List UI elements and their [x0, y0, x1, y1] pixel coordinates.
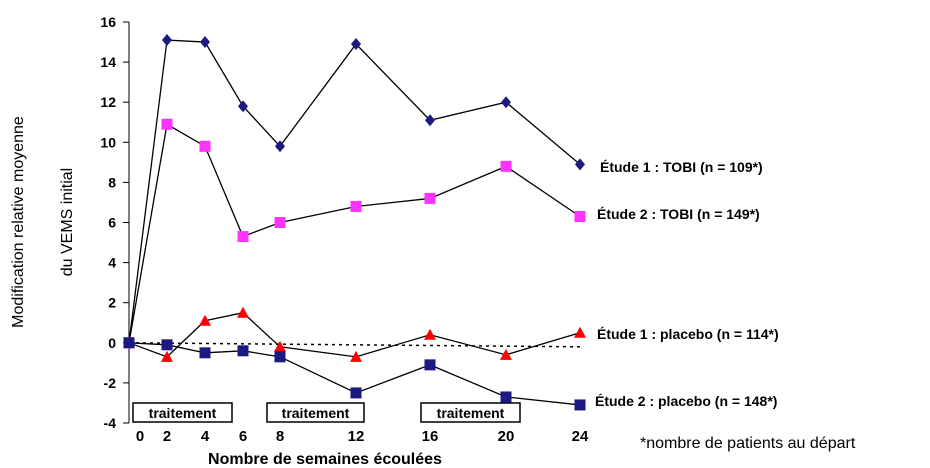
- data-point: [200, 36, 210, 49]
- y-tick-label: 12: [100, 94, 116, 110]
- treatment-box-label: traitement: [149, 405, 217, 421]
- data-point: [424, 328, 436, 340]
- series-labels: Étude 1 : TOBI (n = 109*) Étude 2 : TOBI …: [595, 159, 779, 409]
- data-point: [275, 140, 285, 153]
- y-tick-label: -4: [104, 415, 117, 431]
- y-axis-title: Modification relative moyenne du VEMS in…: [10, 116, 76, 328]
- x-tick-label: 12: [348, 428, 365, 445]
- data-point: [351, 38, 361, 51]
- data-point: [161, 350, 173, 362]
- data-point: [350, 200, 362, 212]
- series-label-2: Étude 2 : TOBI (n = 149*): [597, 206, 760, 222]
- data-point: [161, 339, 173, 351]
- x-tick-label: 0: [136, 428, 144, 445]
- data-point: [237, 345, 249, 357]
- treatment-box-label: traitement: [437, 405, 505, 421]
- y-axis-title-line-2: du VEMS initial: [59, 168, 76, 277]
- y-axis-title-line-1: Modification relative moyenne: [10, 116, 27, 328]
- data-point: [199, 347, 211, 359]
- data-point: [424, 359, 436, 371]
- data-point: [161, 118, 173, 130]
- x-axis: 0 2 4 6 8 12 16 20 24: [136, 428, 589, 445]
- y-tick-label: 16: [100, 14, 116, 30]
- treatment-box-frame: [420, 402, 521, 423]
- data-point: [237, 231, 249, 243]
- data-point: [575, 158, 585, 171]
- y-tick-label: 6: [108, 215, 116, 231]
- data-point: [162, 34, 172, 47]
- series-label-4: Étude 2 : placebo (n = 148*): [595, 393, 777, 409]
- treatment-box-frame: [266, 402, 365, 423]
- data-point: [574, 326, 586, 338]
- data-point: [350, 387, 362, 399]
- y-axis: -4 -2 0 2 4 6 8 10 12 14 16: [100, 14, 130, 431]
- x-tick-label: 20: [498, 428, 515, 445]
- data-point: [574, 210, 586, 222]
- data-point: [238, 100, 248, 113]
- data-point: [500, 348, 512, 360]
- data-point: [274, 340, 286, 352]
- reference-line: [128, 342, 581, 348]
- data-point: [274, 351, 286, 363]
- treatment-box: traitement: [420, 402, 521, 423]
- dotted-zero-line: [128, 342, 581, 348]
- series-group: [123, 34, 586, 411]
- y-tick-label: 8: [108, 174, 116, 190]
- x-axis-title: Nombre de semaines écoulées: [208, 451, 442, 468]
- treatment-box-frame: [132, 402, 233, 423]
- series-1: [124, 34, 585, 349]
- series-line: [128, 312, 581, 358]
- treatment-box: traitement: [132, 402, 233, 423]
- y-tick-label: 0: [108, 335, 116, 351]
- series-4: [123, 337, 586, 411]
- y-tick-label: 4: [108, 255, 116, 271]
- x-tick-label: 2: [163, 428, 171, 445]
- footnote: *nombre de patients au départ: [640, 435, 856, 452]
- data-point: [237, 306, 249, 318]
- x-tick-label: 16: [422, 428, 439, 445]
- series-line: [128, 39, 581, 343]
- x-tick-label: 6: [239, 428, 247, 445]
- y-tick-label: 2: [108, 295, 116, 311]
- x-tick-label: 24: [572, 428, 589, 445]
- data-point: [199, 140, 211, 152]
- series-label-3: Étude 1 : placebo (n = 114*): [597, 326, 779, 342]
- data-point: [501, 96, 511, 109]
- data-point: [425, 114, 435, 127]
- data-point: [123, 337, 135, 349]
- series-2: [123, 118, 586, 349]
- data-point: [424, 192, 436, 204]
- series-line: [128, 123, 581, 343]
- data-point: [500, 160, 512, 172]
- treatment-box-label: traitement: [282, 405, 350, 421]
- treatment-box: traitement: [266, 402, 365, 423]
- y-tick-label: -2: [104, 375, 117, 391]
- data-point: [500, 391, 512, 403]
- series-3: [123, 306, 586, 362]
- y-tick-label: 14: [100, 54, 116, 70]
- data-point: [350, 350, 362, 362]
- treatment-periods: traitement traitement traitement: [132, 402, 521, 423]
- data-point: [574, 399, 586, 411]
- data-point: [199, 314, 211, 326]
- x-tick-label: 8: [276, 428, 284, 445]
- data-point: [274, 217, 286, 228]
- y-tick-label: 10: [100, 134, 116, 150]
- x-tick-label: 4: [201, 428, 210, 445]
- series-label-1: Étude 1 : TOBI (n = 109*): [600, 159, 763, 175]
